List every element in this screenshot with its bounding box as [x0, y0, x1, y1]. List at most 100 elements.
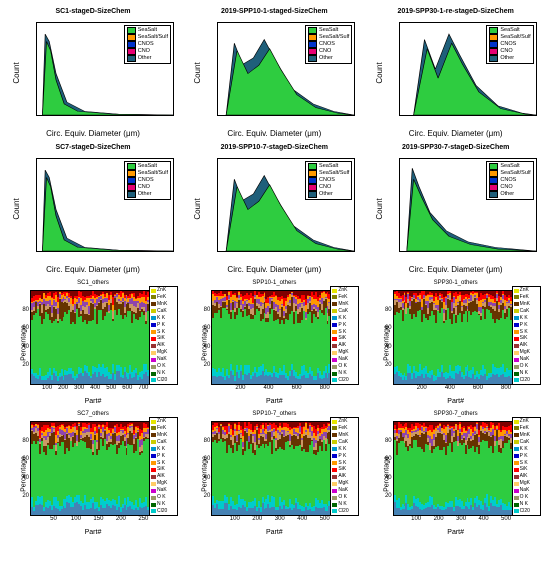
y-tick: 20	[204, 493, 211, 499]
y-tick: 60	[22, 325, 29, 331]
x-tick: 300	[275, 516, 285, 522]
x-tick: 200	[116, 516, 126, 522]
x-tick: 600	[473, 385, 483, 391]
legend-label: FeK	[157, 295, 166, 300]
x-tick: 100	[411, 516, 421, 522]
legend-label: NaK	[338, 488, 348, 493]
legend-label: Other	[138, 55, 152, 62]
legend-label: Cl20	[520, 378, 530, 383]
legend-label: MnK	[520, 433, 530, 438]
y-tick: 40	[204, 475, 211, 481]
plot-area: 2040608050100150200250	[30, 421, 150, 516]
y-tick: 20	[385, 362, 392, 368]
y-tick: 80	[385, 307, 392, 313]
legend-label: S K	[520, 330, 528, 335]
legend-label: O K	[520, 495, 529, 500]
x-axis-label: Part#	[8, 398, 178, 405]
x-tick: 800	[501, 385, 511, 391]
legend-label: Other	[319, 191, 333, 198]
x-tick: 100	[230, 516, 240, 522]
legend-label: O K	[157, 495, 166, 500]
legend-label: AlK	[157, 474, 165, 479]
legend-label: CaK	[338, 309, 348, 314]
legend-label: MnK	[157, 433, 167, 438]
y-tick: 60	[22, 456, 29, 462]
stacked-bar-panel: SPP10-7_othersPercentagePart#20406080100…	[189, 411, 359, 536]
legend-label: O K	[338, 495, 347, 500]
y-tick: 80	[22, 438, 29, 444]
legend: SeaSaltSeaSalt/SulfCNOSCNOOther	[124, 161, 171, 200]
legend-label: SiK	[157, 467, 165, 472]
legend-label: MgK	[338, 481, 348, 486]
y-tick: 60	[204, 325, 211, 331]
legend-label: SeaSalt/Sulf	[319, 34, 349, 41]
y-axis-label: Count	[12, 62, 21, 83]
legend-label: CNO	[319, 48, 331, 55]
legend-label: AlK	[157, 343, 165, 348]
x-axis-label: Circ. Equiv. Diameter (μm)	[189, 265, 359, 274]
legend: ZnKFeKMnKCaKK KP KS KSiKAlKMgKNaKO KN KC…	[330, 286, 359, 385]
x-tick: 200	[235, 385, 245, 391]
legend-label: MnK	[520, 302, 530, 307]
y-axis-label: Count	[194, 198, 203, 219]
plot-area: 20406080100200300400500600700	[30, 290, 150, 385]
legend-label: AlK	[338, 343, 346, 348]
legend-label: Cl20	[520, 509, 530, 514]
x-tick: 50	[50, 516, 57, 522]
legend-label: AlK	[338, 474, 346, 479]
chart-title: 2019-SPP30-1-re-stageD-SizeChem	[371, 8, 541, 15]
legend-label: SeaSalt	[500, 27, 519, 34]
stacked-bar-panel: SC7_othersPercentagePart#204060805010015…	[8, 411, 178, 536]
legend-label: S K	[520, 461, 528, 466]
x-axis-label: Part#	[371, 398, 541, 405]
legend-label: S K	[157, 461, 165, 466]
legend-label: ZnK	[520, 288, 529, 293]
legend-label: P K	[520, 454, 528, 459]
plot-area: 20406080200400600800	[211, 290, 331, 385]
legend-label: S K	[157, 330, 165, 335]
y-tick: 80	[22, 307, 29, 313]
histogram-panel: SC7-stageD-SizeChemCountCirc. Equiv. Dia…	[8, 144, 178, 274]
x-axis-label: Part#	[189, 529, 359, 536]
plot-area: 20406080100200300400500	[211, 421, 331, 516]
chart-title: SC1-stageD-SizeChem	[8, 8, 178, 15]
legend-label: NaK	[338, 357, 348, 362]
plot-area: 01002003004000.511.5SeaSaltSeaSalt/SulfC…	[399, 22, 537, 116]
legend: SeaSaltSeaSalt/SulfCNOSCNOOther	[486, 161, 533, 200]
legend-label: SeaSalt/Sulf	[500, 34, 530, 41]
y-tick: 60	[204, 456, 211, 462]
legend-label: NaK	[157, 357, 167, 362]
legend-label: SiK	[338, 467, 346, 472]
legend-label: AlK	[520, 474, 528, 479]
y-tick: 20	[204, 362, 211, 368]
x-tick: 400	[297, 516, 307, 522]
legend-label: SeaSalt	[319, 163, 338, 170]
y-tick: 40	[22, 344, 29, 350]
chart-title: SC7-stageD-SizeChem	[8, 144, 178, 151]
y-tick: 60	[385, 456, 392, 462]
legend-label: P K	[157, 454, 165, 459]
legend-label: CNO	[138, 48, 150, 55]
stacked-bar-panel: SPP30-7_othersPercentagePart#20406080100…	[371, 411, 541, 536]
y-tick: 40	[385, 475, 392, 481]
y-tick: 40	[22, 475, 29, 481]
legend-label: S K	[338, 461, 346, 466]
x-tick: 250	[138, 516, 148, 522]
x-tick: 100	[71, 516, 81, 522]
y-tick: 80	[385, 438, 392, 444]
legend-label: SeaSalt/Sulf	[138, 34, 168, 41]
legend-label: CNO	[319, 184, 331, 191]
legend-label: SiK	[520, 336, 528, 341]
legend-label: K K	[338, 316, 346, 321]
x-axis-label: Circ. Equiv. Diameter (μm)	[371, 129, 541, 138]
x-tick: 400	[445, 385, 455, 391]
legend-label: SeaSalt	[138, 163, 157, 170]
legend-label: P K	[157, 323, 165, 328]
legend-label: CNO	[500, 184, 512, 191]
x-axis-label: Circ. Equiv. Diameter (μm)	[8, 265, 178, 274]
x-axis-label: Circ. Equiv. Diameter (μm)	[8, 129, 178, 138]
legend: SeaSaltSeaSalt/SulfCNOSCNOOther	[124, 25, 171, 64]
plot-area: 020040024SeaSaltSeaSalt/SulfCNOSCNOOther	[36, 158, 174, 252]
y-tick: 80	[204, 438, 211, 444]
x-tick: 800	[320, 385, 330, 391]
